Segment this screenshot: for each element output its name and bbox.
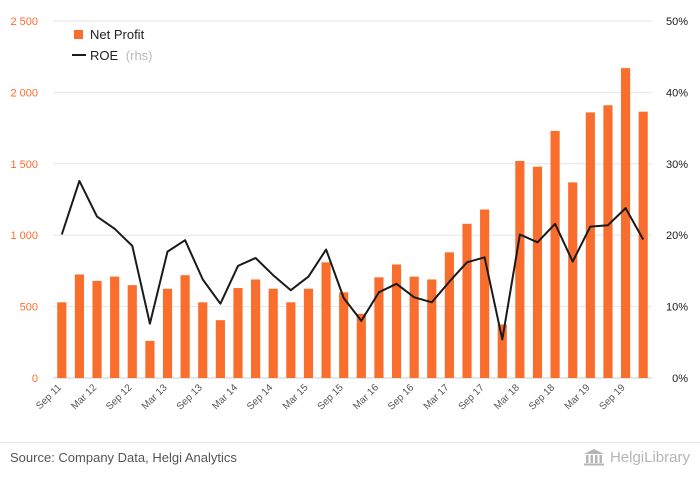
gridlines — [53, 20, 652, 379]
x-axis-tick-label: Sep 13 — [175, 382, 205, 412]
x-axis-tick-label: Mar 12 — [69, 382, 99, 412]
x-axis-tick-label: Sep 19 — [597, 382, 627, 412]
bar-net-profit — [568, 182, 578, 378]
bar-net-profit — [162, 288, 173, 378]
x-axis-tick-label: Mar 19 — [563, 382, 593, 412]
legend-roe-suffix: (rhs) — [126, 48, 153, 63]
bar-net-profit — [427, 279, 437, 378]
bar-net-profit — [233, 288, 243, 378]
bar-net-profit — [532, 166, 543, 378]
right-axis-tick-label: 10% — [666, 302, 688, 314]
left-axis-tick-label: 2 000 — [10, 87, 38, 99]
legend: Net Profit ROE (rhs) — [72, 27, 153, 63]
x-axis-tick-label: Mar 16 — [351, 382, 381, 412]
bar-net-profit — [620, 68, 631, 379]
bar-net-profit — [638, 111, 648, 378]
bar-net-profit — [268, 288, 278, 378]
right-axis-tick-label: 30% — [666, 159, 688, 171]
x-axis-tick-label: Mar 15 — [281, 382, 311, 412]
x-axis-tick-label: Mar 17 — [422, 382, 452, 412]
x-axis-tick-label: Mar 13 — [140, 382, 170, 412]
x-axis-tick-label: Sep 16 — [386, 382, 416, 412]
bar-net-profit — [391, 264, 402, 378]
bar-net-profit — [356, 313, 366, 378]
bar-net-profit — [303, 288, 314, 378]
x-axis-tick-label: Mar 14 — [210, 382, 240, 412]
library-building-icon — [583, 449, 604, 466]
x-axis-tick-label: Mar 18 — [492, 382, 522, 412]
x-axis-tick-label: Sep 12 — [104, 382, 134, 412]
source-note: Source: Company Data, Helgi Analytics — [10, 450, 237, 465]
bar-net-profit — [515, 160, 525, 378]
bar-net-profit — [444, 252, 454, 378]
bar-net-profit — [251, 279, 261, 378]
bar-net-profit — [145, 340, 155, 378]
bar-net-profit — [57, 302, 67, 378]
x-axis-tick-label: Sep 18 — [527, 382, 557, 412]
bar-net-profit — [339, 292, 349, 378]
x-axis-tick-label: Sep 15 — [316, 382, 346, 412]
x-axis-ticks: Sep 11 Mar 12 Sep 12 Mar 13 Sep 13 Mar 14 Sep … — [34, 382, 628, 413]
bar-net-profit — [462, 223, 472, 378]
right-axis-tick-label: 20% — [666, 230, 688, 242]
line-roe — [60, 179, 645, 341]
left-axis-tick-label: 1 500 — [10, 159, 38, 171]
legend-net-profit-swatch — [74, 30, 83, 39]
bars-net-profit — [57, 68, 648, 379]
bar-net-profit — [215, 320, 225, 378]
legend-roe-label: ROE — [90, 48, 119, 63]
right-axis-tick-label: 40% — [666, 87, 688, 99]
x-axis-tick-label: Sep 14 — [245, 382, 275, 412]
footer-divider — [0, 442, 700, 443]
bar-net-profit — [286, 302, 296, 378]
brand-name: HelgiLibrary — [609, 448, 690, 466]
x-axis-tick-label: Sep 17 — [457, 382, 487, 412]
legend-net-profit-label: Net Profit — [90, 27, 145, 42]
right-axis-ticks: 0% 10% 20% 30% 40% 50% — [666, 16, 688, 385]
left-axis-tick-label: 1 000 — [10, 230, 38, 242]
brand-logo[interactable]: HelgiLibrary — [583, 448, 690, 466]
bar-net-profit — [198, 302, 208, 378]
left-axis-tick-label: 2 500 — [10, 16, 38, 28]
bar-net-profit — [497, 324, 507, 378]
bar-net-profit — [480, 209, 490, 378]
left-axis-ticks: 0 500 1 000 1 500 2 000 2 500 — [10, 16, 38, 385]
bar-net-profit — [321, 262, 331, 378]
chart: 0 500 1 000 1 500 2 000 2 500 0% 10% 20% 30% 40% 5… — [10, 16, 688, 413]
bar-net-profit — [110, 276, 120, 378]
legend-roe-text: ROE (rhs) — [90, 48, 153, 63]
left-axis-tick-label: 500 — [20, 302, 38, 314]
bar-net-profit — [92, 280, 102, 378]
roe-line — [60, 179, 645, 341]
x-axis-tick-label: Sep 11 — [34, 382, 64, 412]
left-axis-tick-label: 0 — [32, 373, 38, 385]
right-axis-tick-label: 50% — [666, 16, 688, 28]
bar-net-profit — [550, 130, 560, 378]
bar-net-profit — [374, 277, 384, 378]
bar-net-profit — [409, 276, 419, 378]
bar-net-profit — [127, 285, 137, 378]
bar-net-profit — [603, 105, 613, 378]
bar-net-profit — [74, 274, 85, 378]
bar-net-profit — [180, 275, 190, 378]
bar-net-profit — [585, 112, 595, 378]
right-axis-tick-label: 0% — [672, 373, 688, 385]
